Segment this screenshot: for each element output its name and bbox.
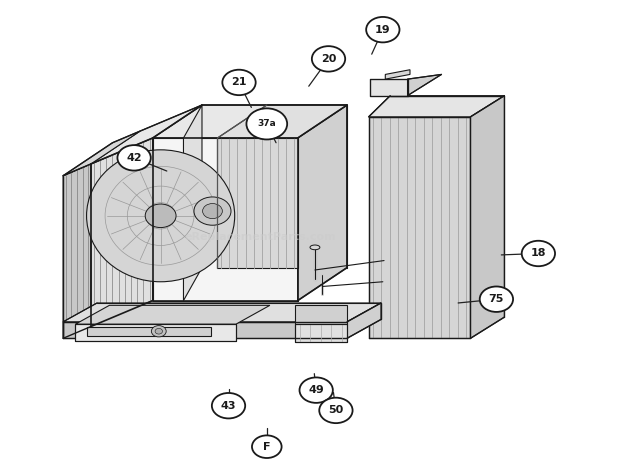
- Polygon shape: [91, 138, 153, 327]
- Polygon shape: [87, 328, 211, 337]
- Text: 19: 19: [375, 25, 391, 35]
- Circle shape: [299, 377, 333, 403]
- Text: 75: 75: [489, 294, 504, 304]
- Text: F: F: [263, 442, 270, 452]
- Circle shape: [252, 436, 281, 458]
- Polygon shape: [76, 305, 270, 324]
- Circle shape: [223, 70, 255, 95]
- Polygon shape: [202, 105, 347, 268]
- Polygon shape: [63, 322, 347, 338]
- Circle shape: [246, 109, 287, 139]
- Circle shape: [312, 46, 345, 72]
- Polygon shape: [347, 303, 381, 338]
- Polygon shape: [184, 105, 202, 301]
- Circle shape: [212, 393, 245, 419]
- Polygon shape: [298, 105, 347, 301]
- Text: 42: 42: [126, 153, 142, 163]
- Polygon shape: [63, 164, 91, 338]
- Polygon shape: [369, 117, 471, 338]
- Polygon shape: [91, 105, 202, 164]
- Circle shape: [521, 241, 555, 266]
- Text: 50: 50: [329, 405, 343, 415]
- Polygon shape: [63, 303, 381, 322]
- Circle shape: [151, 326, 166, 337]
- Polygon shape: [294, 324, 347, 342]
- Circle shape: [480, 286, 513, 312]
- Circle shape: [203, 203, 223, 219]
- Polygon shape: [218, 105, 347, 138]
- Polygon shape: [153, 138, 298, 301]
- Polygon shape: [63, 131, 140, 176]
- Circle shape: [117, 145, 151, 171]
- Polygon shape: [218, 138, 298, 268]
- Polygon shape: [385, 70, 410, 79]
- Circle shape: [366, 17, 399, 42]
- Circle shape: [319, 398, 353, 423]
- Ellipse shape: [87, 150, 235, 282]
- Text: 37a: 37a: [257, 119, 276, 128]
- Polygon shape: [371, 79, 407, 96]
- Polygon shape: [471, 96, 505, 338]
- Polygon shape: [153, 105, 347, 138]
- Text: eReplacementParts.com: eReplacementParts.com: [185, 232, 337, 242]
- Polygon shape: [369, 96, 505, 117]
- Text: 43: 43: [221, 401, 236, 410]
- Polygon shape: [294, 305, 347, 324]
- Ellipse shape: [310, 245, 320, 250]
- Circle shape: [194, 197, 231, 225]
- Circle shape: [145, 204, 176, 228]
- Text: 20: 20: [321, 54, 336, 64]
- Text: 21: 21: [231, 77, 247, 87]
- Polygon shape: [76, 324, 236, 341]
- Text: 49: 49: [308, 385, 324, 395]
- Circle shape: [155, 328, 162, 334]
- Text: 18: 18: [531, 248, 546, 258]
- Polygon shape: [407, 74, 441, 96]
